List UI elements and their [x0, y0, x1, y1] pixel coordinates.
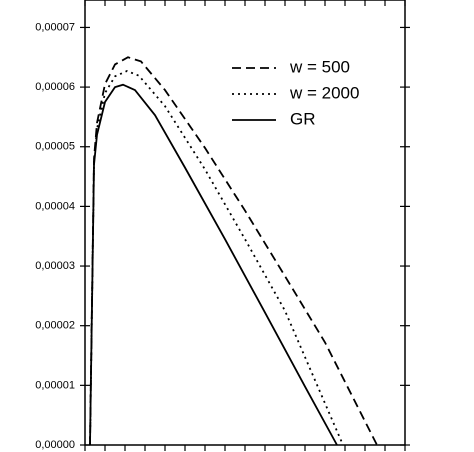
series-line	[89, 70, 344, 446]
legend-label: w = 500	[289, 57, 350, 76]
y-tick-label: 0,00003	[35, 260, 75, 272]
legend-label: w = 2000	[289, 83, 359, 102]
y-tick-label: 0,00002	[35, 320, 75, 332]
y-tick-label: 0,00006	[35, 81, 75, 93]
plot-frame	[84, 0, 406, 446]
y-tick-label: 0,00005	[35, 141, 75, 153]
series-line	[89, 56, 378, 446]
legend-label: GR	[290, 109, 316, 128]
series-line	[89, 83, 338, 446]
y-tick-label: 0,00001	[35, 379, 75, 391]
y-tick-label: 0,00007	[35, 21, 75, 33]
y-tick-label: 0,00004	[35, 200, 75, 212]
y-tick-label: 0,00000	[35, 439, 75, 451]
